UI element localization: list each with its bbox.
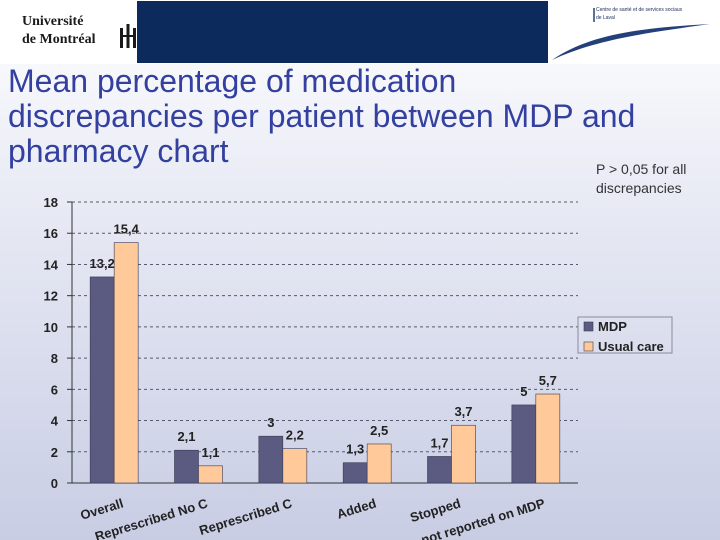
bar: [89, 276, 115, 484]
y-tick-label: 12: [44, 289, 58, 304]
y-tick-label: 2: [51, 445, 58, 460]
value-label: 5: [520, 384, 527, 399]
y-tick-label: 4: [51, 414, 59, 429]
y-tick-label: 10: [44, 320, 58, 335]
value-label: 1,7: [430, 435, 448, 450]
legend-swatch: [583, 321, 594, 332]
value-label: 2,1: [177, 429, 195, 444]
legend-label: Usual care: [598, 339, 664, 354]
bar: [451, 424, 476, 484]
header-band: [137, 1, 548, 63]
header-bar: Université de Montréal Centre de santé e…: [0, 0, 720, 64]
category-label: Overall: [78, 496, 125, 523]
bar: [258, 435, 284, 484]
bar: [342, 462, 368, 484]
y-tick-label: 16: [44, 226, 58, 241]
bar: [535, 393, 561, 484]
bar: [427, 456, 452, 484]
swoosh-icon: [552, 8, 710, 60]
csss-laval-logo: Centre de santé et de services sociaux d…: [550, 0, 720, 64]
logo-line-1: Université: [22, 14, 84, 29]
legend-swatch: [583, 341, 594, 352]
value-label: 1,1: [201, 445, 219, 460]
value-label: 1,3: [346, 442, 364, 457]
bar: [113, 242, 139, 484]
value-label: 5,7: [539, 373, 557, 388]
value-label: 2,2: [286, 428, 304, 443]
legend-box: [577, 316, 673, 354]
universite-de-montreal-logo: Université de Montréal: [22, 12, 136, 52]
significance-note: P > 0,05 for all discrepancies: [596, 161, 687, 196]
value-label: 2,5: [370, 423, 388, 438]
bar-chart: 0 2 4 6 8 10 12 14 16 18 13,2 15,4 2,1 1,1 3 2,2 1,3 2,5…: [44, 195, 673, 540]
legend: MDP Usual care: [577, 316, 673, 354]
y-tick-label: 0: [51, 476, 58, 491]
bar: [174, 449, 199, 484]
slide-title: Mean percentage of medication discrepanc…: [8, 63, 636, 169]
axes: [67, 201, 578, 484]
partner-name-line-1: Centre de santé et de services sociaux: [596, 7, 683, 13]
value-labels: 13,2 15,4 2,1 1,1 3 2,2 1,3 2,5 1,7 3,7 5 5,7: [90, 222, 557, 460]
category-label: Stopped: [408, 496, 462, 526]
partner-name-line-2: de Laval: [596, 15, 615, 21]
logo-line-2: de Montréal: [22, 32, 96, 47]
value-label: 3: [267, 415, 274, 430]
category-label: Represcribed C: [197, 495, 294, 538]
y-tick-labels: 0 2 4 6 8 10 12 14 16 18: [44, 195, 59, 491]
y-tick-label: 18: [44, 195, 58, 210]
bar: [511, 404, 537, 484]
value-label: 3,7: [454, 404, 472, 419]
legend-label: MDP: [598, 319, 627, 334]
y-tick-label: 8: [51, 351, 58, 366]
university-crest-icon: [120, 24, 136, 48]
category-label: Added: [335, 496, 378, 522]
bar: [282, 448, 308, 484]
value-label: 15,4: [114, 222, 140, 237]
y-tick-label: 6: [51, 382, 58, 397]
bars: [89, 242, 561, 484]
gridlines: [72, 201, 578, 453]
value-label: 13,2: [90, 256, 115, 271]
bar: [198, 465, 223, 484]
y-tick-label: 14: [44, 257, 59, 272]
bar: [366, 443, 392, 484]
